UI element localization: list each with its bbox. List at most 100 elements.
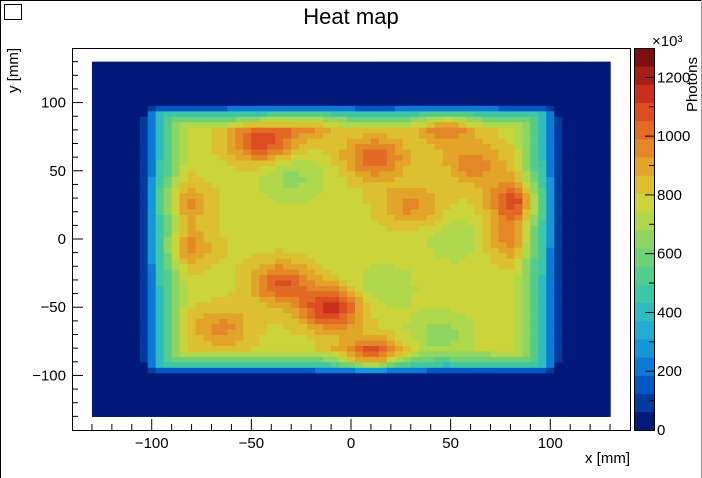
heatmap-cell bbox=[91, 116, 101, 123]
heatmap-cell bbox=[331, 105, 340, 112]
heatmap-cell bbox=[243, 263, 252, 270]
heatmap-cell bbox=[562, 279, 571, 286]
heatmap-cell bbox=[594, 88, 603, 95]
heatmap-cell bbox=[211, 312, 221, 319]
heatmap-cell bbox=[554, 263, 563, 270]
heatmap-cell bbox=[347, 367, 356, 374]
heatmap-cell bbox=[299, 285, 308, 292]
heatmap-cell bbox=[139, 269, 149, 276]
heatmap-cell bbox=[347, 187, 356, 194]
heatmap-cell bbox=[235, 307, 244, 314]
heatmap-cell bbox=[554, 94, 563, 101]
heatmap-cell bbox=[323, 165, 332, 172]
heatmap-cell bbox=[370, 219, 380, 226]
heatmap-cell bbox=[171, 263, 181, 270]
heatmap-cell bbox=[155, 203, 165, 210]
heatmap-cell bbox=[482, 78, 492, 85]
heatmap-cell bbox=[155, 258, 165, 265]
heatmap-cell bbox=[147, 99, 157, 106]
heatmap-cell bbox=[394, 252, 404, 259]
heatmap-cell bbox=[522, 307, 531, 314]
heatmap-cell bbox=[147, 399, 157, 407]
heatmap-cell bbox=[354, 312, 364, 319]
y-axis-label: y [mm] bbox=[5, 48, 22, 93]
heatmap-cell bbox=[426, 307, 436, 314]
heatmap-cell bbox=[474, 148, 484, 156]
heatmap-cell bbox=[307, 296, 316, 303]
heatmap-cell bbox=[195, 247, 205, 254]
heatmap-cell bbox=[594, 208, 603, 216]
heatmap-cell bbox=[506, 279, 516, 286]
heatmap-cell bbox=[418, 181, 428, 188]
heatmap-cell bbox=[410, 258, 420, 265]
heatmap-cell bbox=[490, 307, 500, 314]
heatmap-cell bbox=[275, 170, 284, 177]
heatmap-cell bbox=[187, 121, 197, 128]
canvas-corner-box[interactable] bbox=[4, 4, 22, 20]
heatmap-cell bbox=[354, 334, 364, 341]
heatmap-cell bbox=[402, 110, 412, 117]
heatmap-cell bbox=[522, 121, 531, 128]
heatmap-cell bbox=[506, 72, 516, 79]
heatmap-cell bbox=[195, 176, 205, 183]
heatmap-cell bbox=[554, 230, 563, 237]
heatmap-cell bbox=[578, 372, 587, 379]
heatmap-cell bbox=[115, 67, 125, 74]
heatmap-cell bbox=[243, 181, 252, 188]
heatmap-cell bbox=[586, 307, 595, 314]
heatmap-cell bbox=[275, 367, 284, 374]
heatmap-cell bbox=[490, 323, 500, 330]
heatmap-cell bbox=[99, 176, 109, 183]
heatmap-cell bbox=[442, 121, 452, 128]
heatmap-cell bbox=[602, 323, 611, 330]
heatmap-cell bbox=[514, 318, 523, 325]
heatmap-cell bbox=[323, 378, 332, 385]
heatmap-cell bbox=[466, 405, 476, 412]
heatmap-cell bbox=[123, 165, 133, 172]
heatmap-cell bbox=[291, 78, 300, 85]
heatmap-cell bbox=[434, 116, 444, 123]
heatmap-cell bbox=[179, 61, 189, 68]
heatmap-cell bbox=[251, 132, 260, 139]
heatmap-cell bbox=[562, 247, 571, 254]
heatmap-cell bbox=[187, 296, 197, 303]
heatmap-cell bbox=[147, 225, 157, 232]
heatmap-cell bbox=[514, 143, 523, 150]
colorbar-tick-label: 600 bbox=[657, 246, 682, 263]
heatmap-cell bbox=[267, 159, 276, 166]
heatmap-cell bbox=[442, 383, 452, 390]
heatmap-cell bbox=[107, 105, 117, 112]
heatmap-cell bbox=[155, 372, 165, 379]
heatmap-cell bbox=[586, 399, 595, 407]
heatmap-cell bbox=[339, 383, 348, 390]
heatmap-cell bbox=[163, 383, 173, 390]
heatmap-cell bbox=[299, 99, 308, 106]
heatmap-cell bbox=[394, 159, 404, 166]
heatmap-cell bbox=[219, 367, 229, 374]
heatmap-cell bbox=[466, 399, 476, 407]
heatmap-cell bbox=[466, 72, 476, 79]
heatmap-cell bbox=[514, 323, 523, 330]
heatmap-cell bbox=[530, 181, 539, 188]
heatmap-cell bbox=[203, 230, 213, 237]
heatmap-cell bbox=[354, 345, 364, 352]
heatmap-cell bbox=[131, 410, 141, 417]
heatmap-cell bbox=[107, 405, 117, 412]
heatmap-cell bbox=[299, 350, 308, 357]
heatmap-cell bbox=[514, 181, 523, 188]
heatmap-cell bbox=[474, 329, 484, 336]
heatmap-cell bbox=[570, 241, 579, 248]
heatmap-cell bbox=[251, 159, 260, 166]
heatmap-cell bbox=[219, 301, 229, 308]
heatmap-cell bbox=[514, 394, 523, 401]
heatmap-cell bbox=[562, 203, 571, 210]
heatmap-cell bbox=[115, 301, 125, 308]
heatmap-cell bbox=[211, 99, 221, 106]
heatmap-cell bbox=[251, 361, 260, 368]
heatmap-cell bbox=[562, 394, 571, 401]
heatmap-cell bbox=[123, 176, 133, 183]
heatmap-cell bbox=[474, 78, 484, 85]
heatmap-cell bbox=[219, 121, 229, 128]
heatmap-cell bbox=[275, 72, 284, 79]
heatmap-cell bbox=[267, 138, 276, 145]
